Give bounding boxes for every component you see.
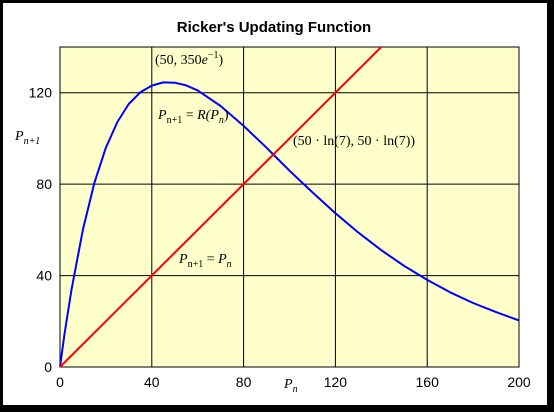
ricker-function-label: Pn+1 = R(Pn) [157, 108, 229, 126]
x-tick-label: 0 [56, 374, 64, 390]
x-tick-label: 120 [324, 374, 348, 390]
x-tick-label: 200 [507, 374, 531, 390]
tick-labels: 0 40 80 120 160 200 0 40 80 120 [29, 85, 531, 390]
identity-line [59, 46, 383, 368]
x-axis-label: Pn [283, 377, 298, 395]
y-tick-label: 0 [44, 359, 52, 375]
x-tick-label: 160 [416, 374, 440, 390]
series-layer [59, 46, 520, 368]
y-tick-label: 40 [36, 268, 52, 284]
chart: Ricker's Updating Function 0 40 80 120 160 20… [14, 19, 531, 395]
max-point-label: (50, 350e−1) [155, 50, 224, 68]
y-axis-label: Pn+1 [14, 129, 40, 147]
x-tick-label: 40 [144, 374, 160, 390]
x-tick-label: 80 [236, 374, 252, 390]
y-tick-label: 80 [36, 176, 52, 192]
ricker-curve [59, 81, 520, 368]
identity-line-label: Pn+1 = Pn [178, 252, 232, 270]
grid [59, 47, 520, 368]
plot-area [59, 46, 520, 368]
fixed-point-label: (50 · ln(7), 50 · ln(7)) [293, 134, 415, 149]
chart-title: Ricker's Updating Function [177, 19, 371, 36]
y-tick-label: 120 [29, 85, 53, 101]
chart-frame: Ricker's Updating Function 0 40 80 120 160 20… [2, 2, 548, 406]
